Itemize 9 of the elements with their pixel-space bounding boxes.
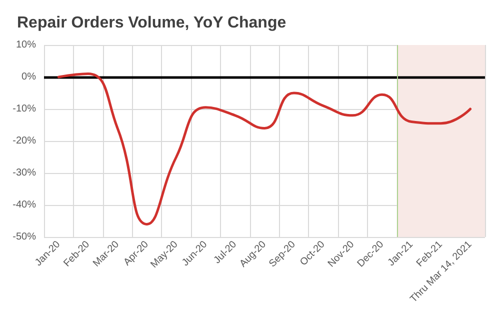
y-tick-label: -50% <box>12 232 36 242</box>
y-tick-label: 0% <box>22 72 36 82</box>
y-tick-label: -20% <box>12 136 36 146</box>
y-tick-label: -30% <box>12 168 36 178</box>
line-series <box>57 72 472 226</box>
y-tick-label: 10% <box>16 40 36 50</box>
chart-title: Repair Orders Volume, YoY Change <box>17 14 286 32</box>
y-tick-label: -40% <box>12 200 36 210</box>
y-tick-label: -10% <box>12 104 36 114</box>
